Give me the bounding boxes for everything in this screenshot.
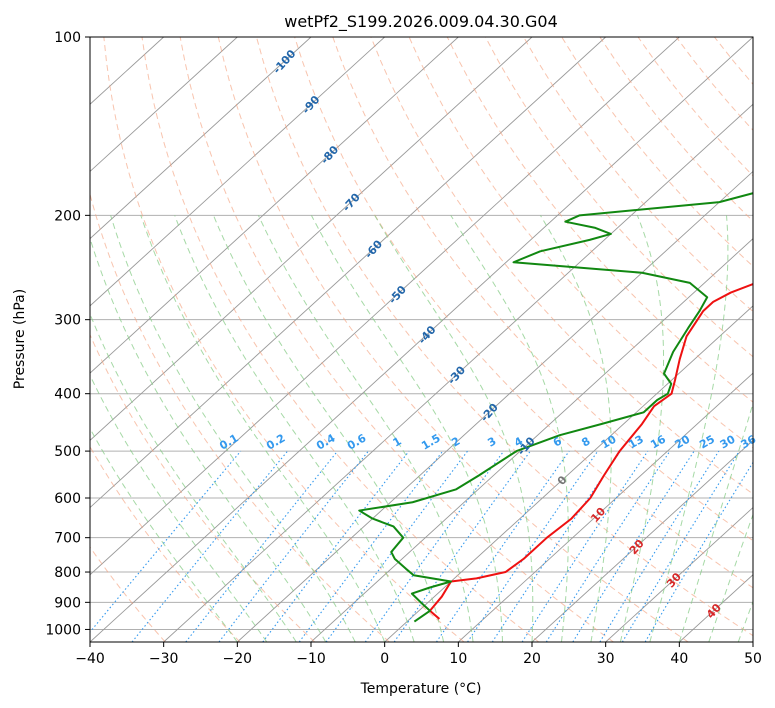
dry-adiabat xyxy=(370,37,753,495)
y-tick-label: 1000 xyxy=(45,622,81,638)
isotherm-line xyxy=(310,238,753,642)
mixing-ratio-line xyxy=(185,450,338,642)
mixing-ratio-line xyxy=(521,450,649,642)
isotherm-line xyxy=(531,439,753,642)
dry-adiabat xyxy=(408,37,753,449)
mixing-ratio-line xyxy=(393,450,531,642)
dewpoint-profile xyxy=(358,192,753,623)
dry-adiabat xyxy=(103,37,465,642)
dry-adiabat xyxy=(217,37,689,642)
dry-adiabat xyxy=(90,192,390,642)
dry-adiabat xyxy=(332,37,753,542)
moist-adiabat xyxy=(540,215,612,642)
x-axis-label: Temperature (°C) xyxy=(360,681,482,697)
mixing-ratio-line xyxy=(262,450,410,642)
dry-adiabat xyxy=(141,37,540,642)
mixing-ratio-line xyxy=(572,450,695,642)
moist-adiabat xyxy=(374,215,534,642)
dry-adiabat xyxy=(255,37,753,637)
x-tick-label: 0 xyxy=(380,651,389,667)
isotherm-line xyxy=(90,37,680,576)
isotherm-line xyxy=(90,37,606,509)
mixing-ratio-line xyxy=(364,450,505,642)
x-axis-ticks: −40 −30 −20 −10 0 10 20 30 40 50 xyxy=(75,642,762,667)
mixing-ratio-line xyxy=(325,450,468,642)
isotherm-line xyxy=(90,37,753,642)
moist-adiabat xyxy=(90,374,268,642)
temperature-profile xyxy=(428,282,753,620)
isotherm-line xyxy=(90,37,385,307)
y-axis-ticks: 100 200 300 400 500 600 700 800 900 1000 xyxy=(45,30,90,638)
background-lines xyxy=(90,37,753,642)
mixing-ratio-line xyxy=(435,450,570,642)
moist-adiabat xyxy=(140,215,386,642)
x-tick-label: 10 xyxy=(449,651,467,667)
isotherm-line xyxy=(163,103,753,642)
chart-title: wetPf2_S199.2026.009.04.30.G04 xyxy=(284,12,558,32)
y-tick-label: 100 xyxy=(54,30,81,46)
mixing-ratio-line xyxy=(131,450,289,642)
moist-adiabat xyxy=(619,215,665,642)
x-tick-label: −10 xyxy=(296,651,326,667)
moist-adiabat xyxy=(212,215,445,642)
isotherm-line xyxy=(605,506,753,642)
y-tick-label: 500 xyxy=(54,444,81,460)
x-tick-label: 40 xyxy=(670,651,688,667)
moist-adiabat xyxy=(90,236,327,642)
mixing-ratio-line xyxy=(621,450,740,642)
moist-adiabat xyxy=(90,427,238,642)
y-tick-label: 200 xyxy=(54,208,81,224)
y-tick-label: 400 xyxy=(54,387,81,403)
x-tick-label: −40 xyxy=(75,651,105,667)
mixing-ratio-line xyxy=(467,450,599,642)
moist-adiabat xyxy=(450,215,569,642)
isotherm-line xyxy=(90,37,533,441)
dry-adiabat xyxy=(446,37,753,403)
isotherm-line xyxy=(90,37,459,374)
dry-adiabat xyxy=(90,546,166,642)
isotherm-line xyxy=(237,170,753,642)
x-tick-label: 30 xyxy=(597,651,615,667)
y-tick-label: 300 xyxy=(54,313,81,329)
isotherm-line xyxy=(384,305,753,642)
dry-adiabat xyxy=(523,37,753,313)
isotherm-line xyxy=(90,37,312,240)
moist-adiabat xyxy=(310,215,504,642)
profile-lines xyxy=(358,192,753,623)
y-tick-label: 900 xyxy=(54,595,81,611)
y-axis-label: Pressure (hPa) xyxy=(12,289,28,389)
moist-adiabat xyxy=(110,215,356,642)
y-tick-label: 600 xyxy=(54,491,81,507)
mixing-ratio-line xyxy=(298,450,444,642)
dry-adiabat xyxy=(294,37,753,589)
x-tick-label: 50 xyxy=(744,651,762,667)
mixing-ratio-line xyxy=(90,450,242,633)
y-tick-label: 800 xyxy=(54,565,81,581)
dry-adiabat xyxy=(484,37,753,358)
moist-adiabat xyxy=(257,215,474,642)
x-tick-label: 20 xyxy=(523,651,541,667)
moist-adiabat xyxy=(90,312,297,642)
isotherm-line xyxy=(458,372,753,642)
isotherm-line xyxy=(90,37,238,173)
dry-adiabat xyxy=(179,37,614,642)
y-tick-label: 700 xyxy=(54,531,81,547)
x-tick-label: −30 xyxy=(149,651,179,667)
plot-frame xyxy=(89,36,754,643)
x-tick-label: −20 xyxy=(223,651,253,667)
mixing-ratio-line xyxy=(491,450,621,642)
mixing-ratio-line xyxy=(545,450,671,642)
